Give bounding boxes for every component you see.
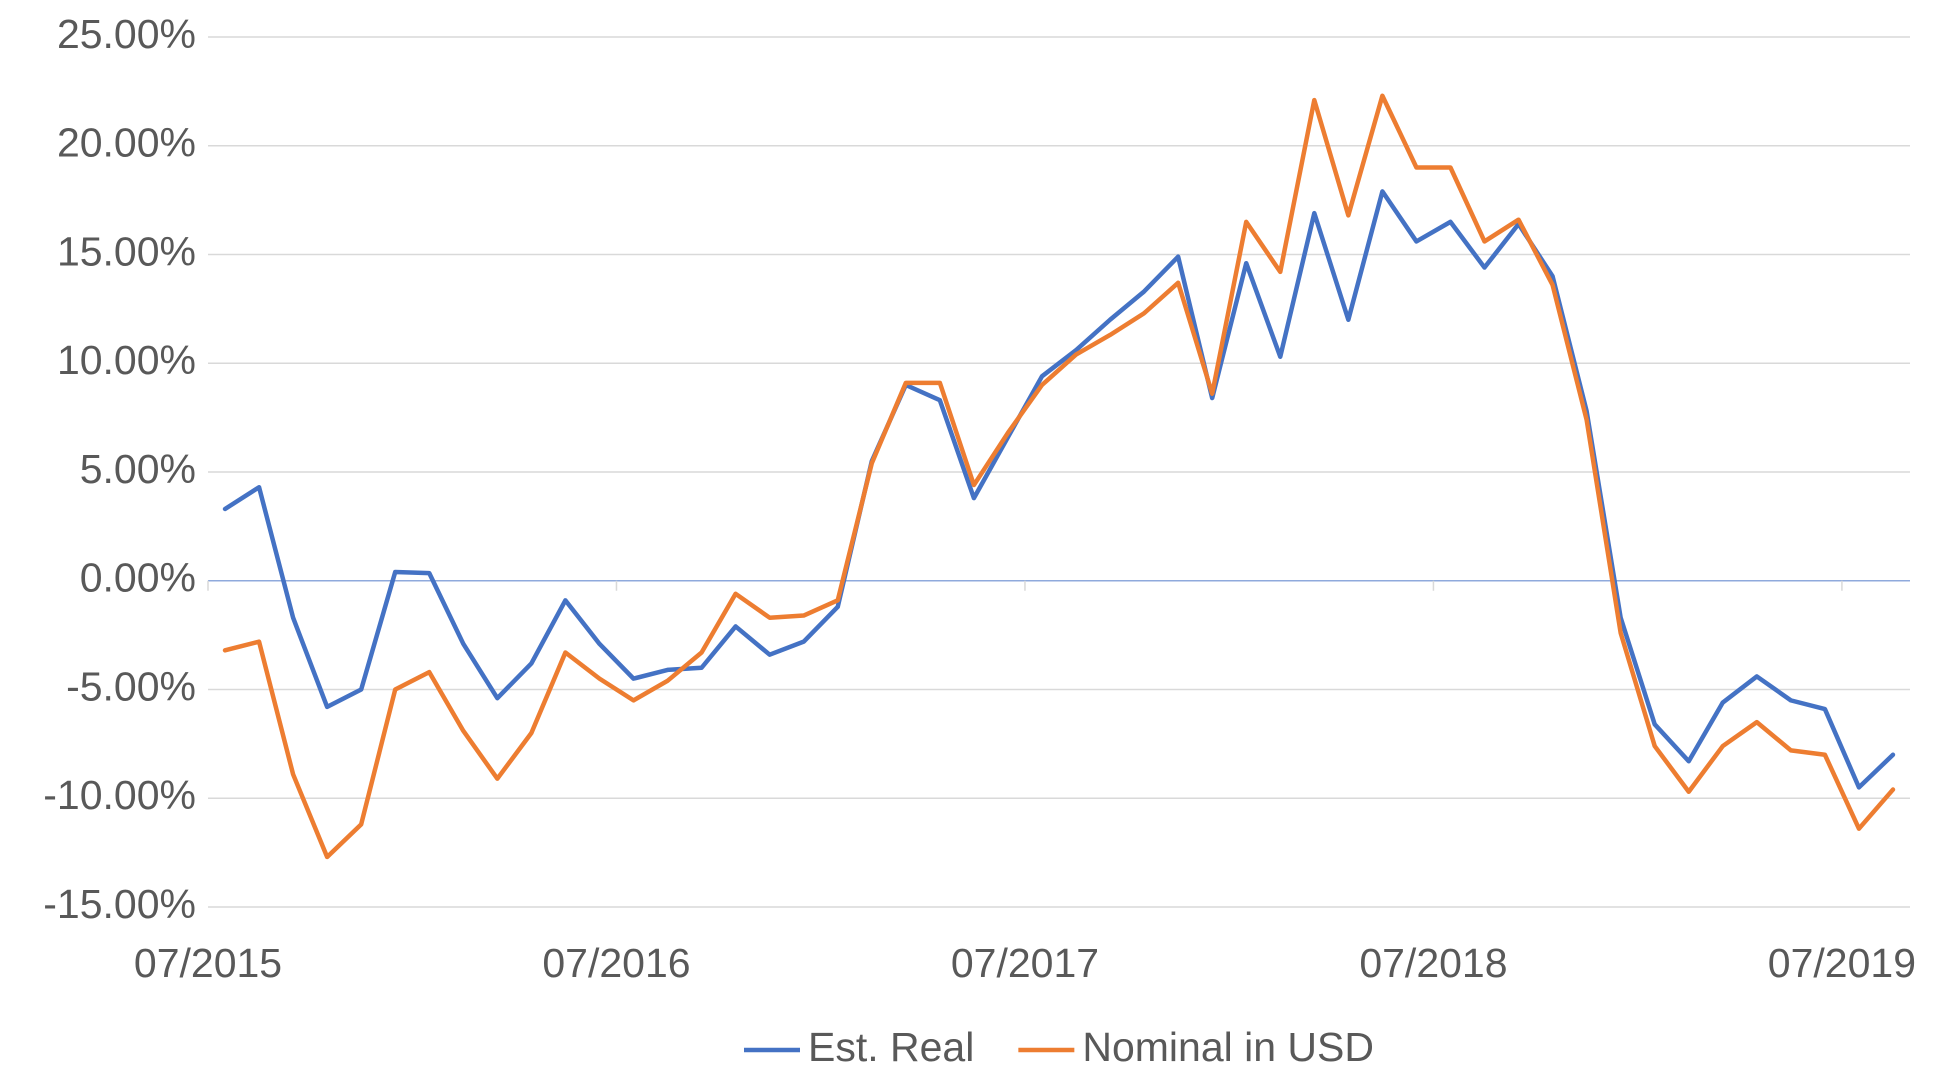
y-tick-label: -15.00% bbox=[43, 881, 196, 927]
legend-text: Est. Real bbox=[808, 1024, 974, 1070]
y-tick-label: -5.00% bbox=[66, 663, 196, 709]
x-tick-label: 07/2019 bbox=[1768, 940, 1916, 986]
y-tick-label: 0.00% bbox=[80, 555, 196, 601]
y-tick-label: 10.00% bbox=[57, 337, 196, 383]
y-tick-label: 20.00% bbox=[57, 120, 196, 166]
series-line bbox=[222, 93, 1896, 860]
x-tick-label: 07/2017 bbox=[951, 940, 1099, 986]
y-tick-label: 25.00% bbox=[57, 11, 196, 57]
y-tick-label: 5.00% bbox=[80, 446, 196, 492]
y-tick-label: 15.00% bbox=[57, 228, 196, 274]
legend-text: Nominal in USD bbox=[1082, 1024, 1374, 1070]
x-tick-label: 07/2016 bbox=[542, 940, 690, 986]
y-tick-label: -10.00% bbox=[43, 772, 196, 818]
x-tick-label: 07/2015 bbox=[134, 940, 282, 986]
x-tick-label: 07/2018 bbox=[1359, 940, 1507, 986]
series-line bbox=[222, 189, 1896, 790]
legend: Est. Real Nominal in USD bbox=[744, 1024, 1374, 1070]
